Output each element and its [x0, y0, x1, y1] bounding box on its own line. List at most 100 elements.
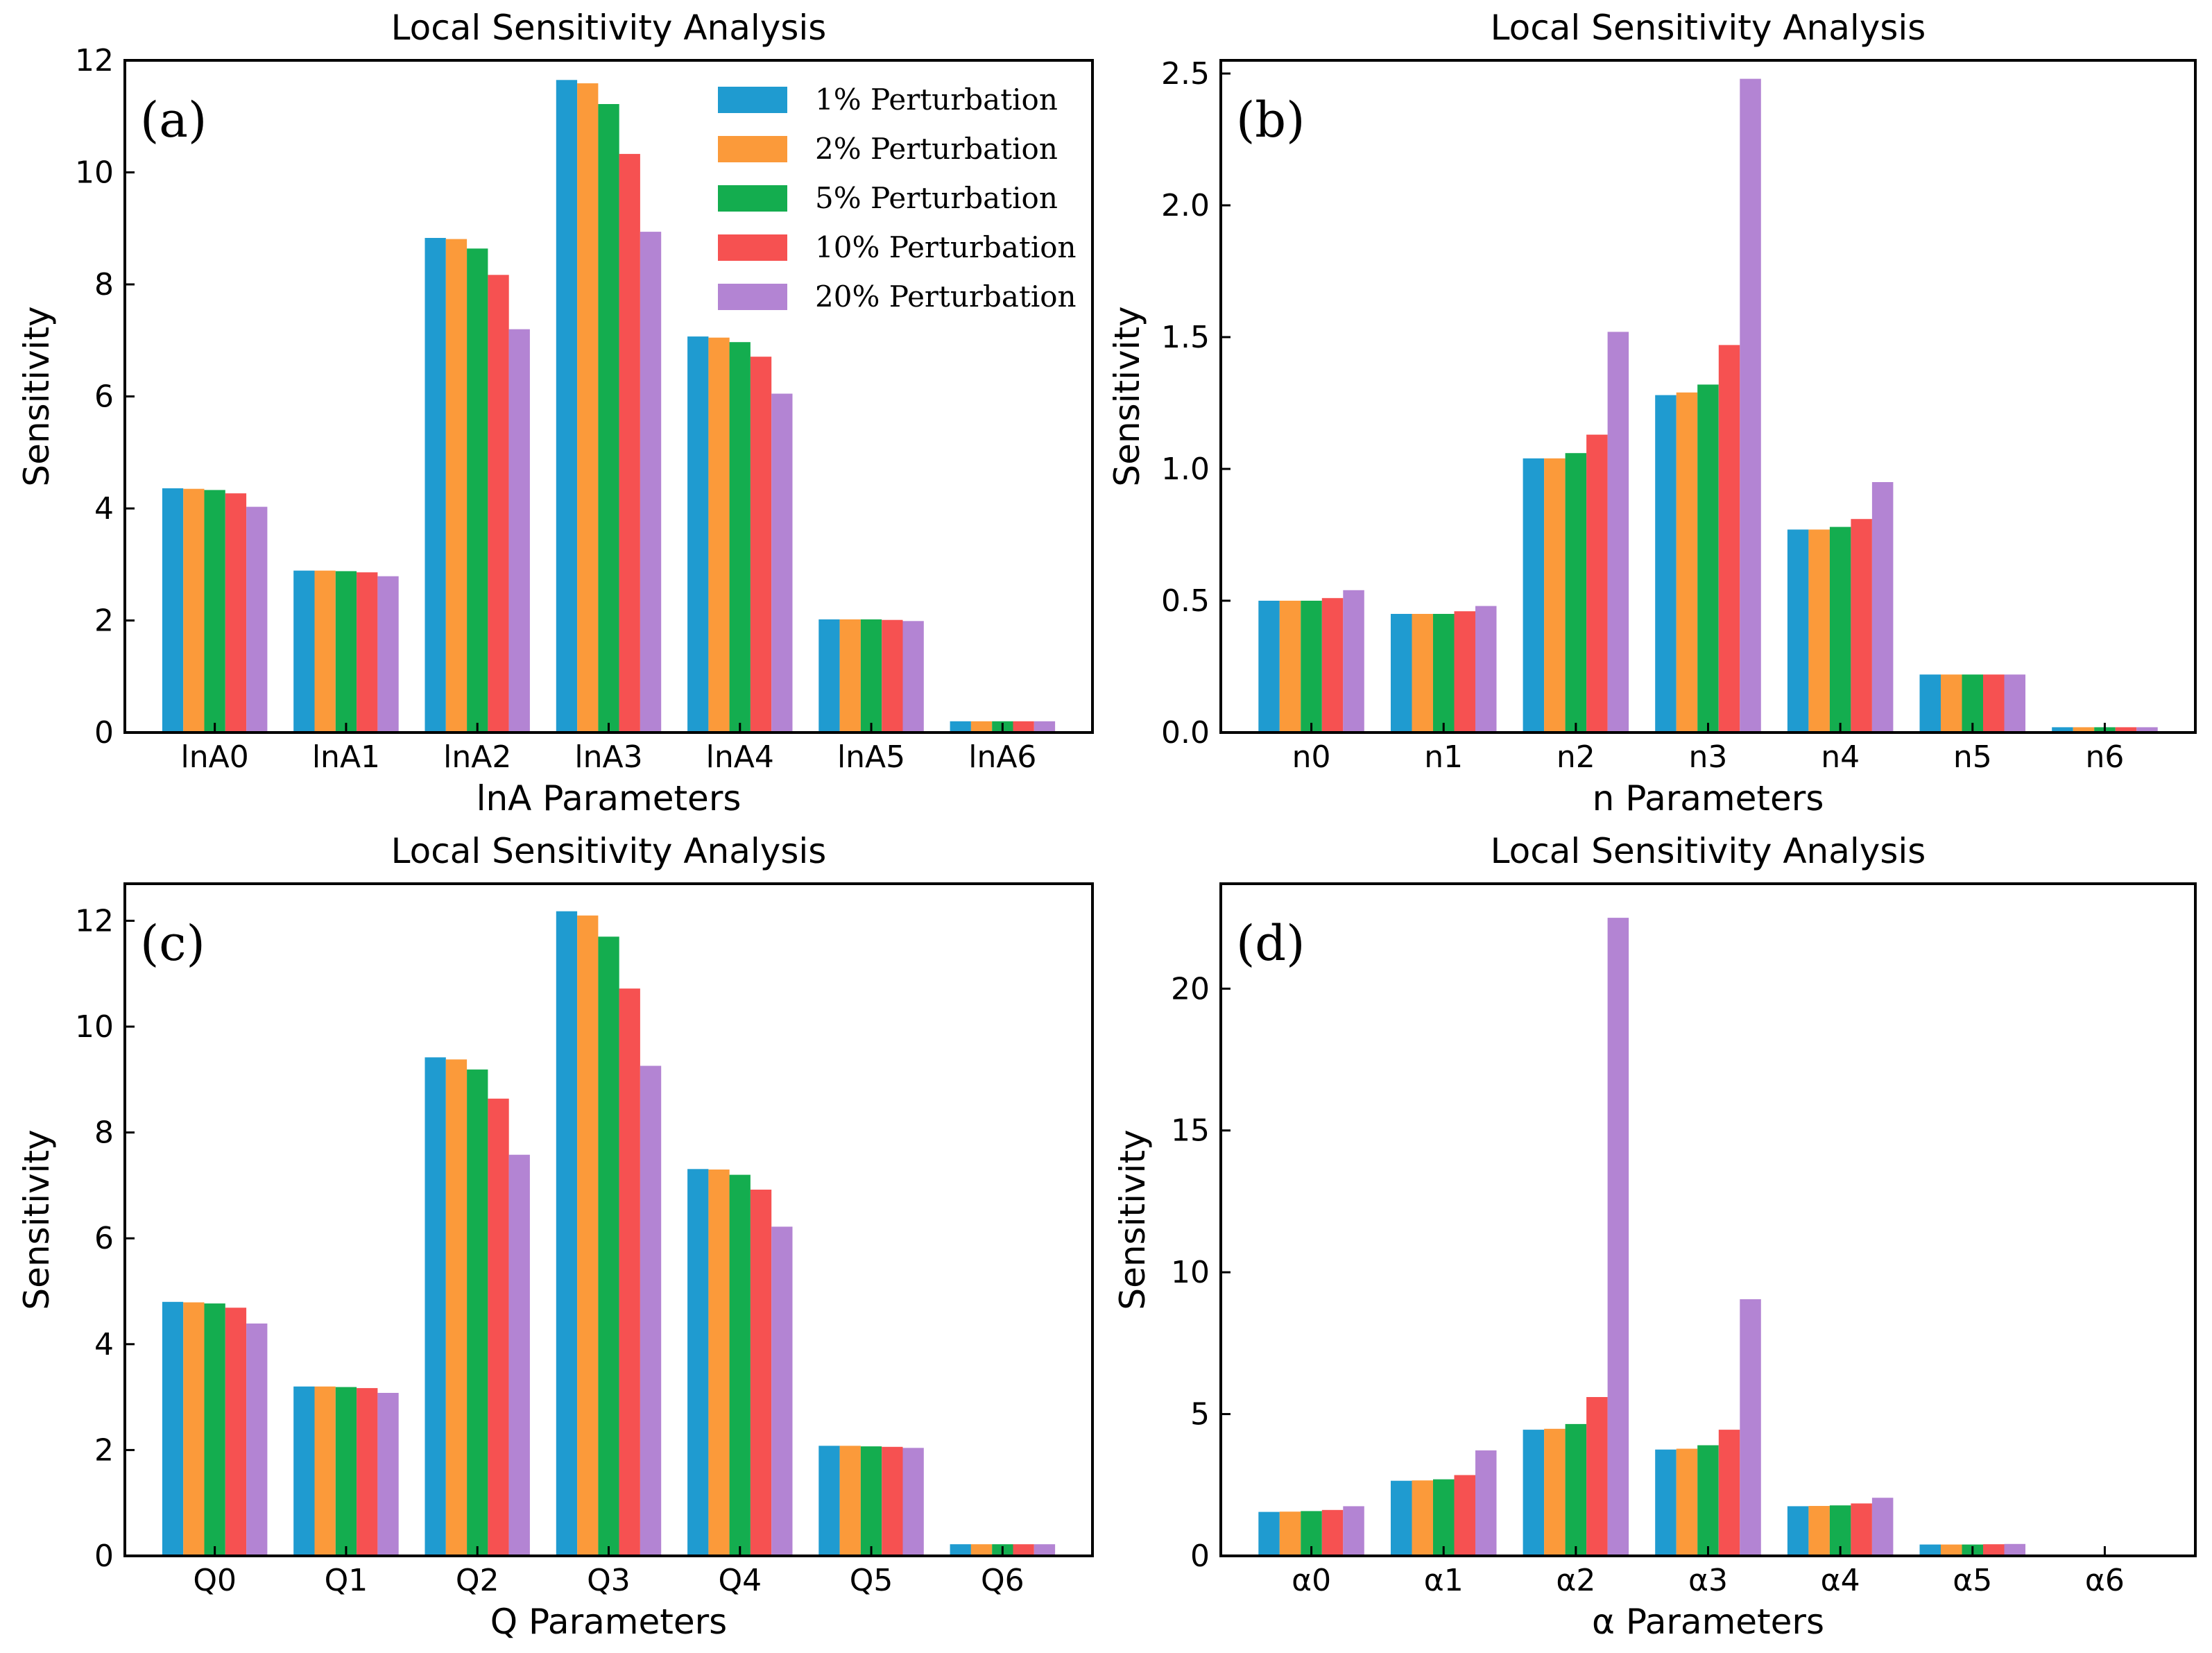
bar-Q3-p20: [640, 1065, 662, 1556]
bar-n4-p5: [1829, 526, 1851, 733]
bar-lnA1-p10: [357, 572, 378, 733]
bar-n5-p20: [2004, 674, 2025, 733]
x-tick-label: lnA2: [443, 739, 511, 775]
x-tick-label: α1: [1424, 1563, 1464, 1598]
x-tick-label: lnA1: [312, 739, 380, 775]
bar-Q6-p20: [1034, 1544, 1056, 1556]
x-tick-label: Q6: [981, 1563, 1024, 1598]
bar-Q6-p2: [970, 1544, 993, 1556]
y-tick-label: 2.0: [1161, 188, 1210, 223]
bar-α1-p2: [1412, 1480, 1433, 1556]
bar-lnA1-p20: [377, 576, 399, 733]
x-tick-label: α2: [1556, 1563, 1595, 1598]
bar-α4-p2: [1808, 1506, 1830, 1556]
legend-label: 20% Perturbation: [815, 280, 1077, 314]
y-tick-label: 5: [1190, 1397, 1210, 1432]
bar-Q0-p20: [246, 1324, 268, 1556]
y-tick-label: 2: [94, 1432, 114, 1468]
bar-α5-p20: [2004, 1543, 2025, 1556]
bar-n1-p1: [1391, 614, 1412, 733]
x-tick-label: α6: [2085, 1563, 2125, 1598]
bar-lnA0-p5: [204, 490, 225, 733]
x-tick-label: n2: [1557, 739, 1595, 775]
legend-swatch-p1: [718, 87, 787, 113]
x-axis-label: lnA Parameters: [477, 778, 741, 819]
bar-lnA1-p5: [335, 571, 357, 733]
bar-n5-p1: [1919, 674, 1941, 733]
bar-α0-p1: [1258, 1511, 1280, 1556]
y-tick-label: 15: [1171, 1113, 1210, 1149]
bar-n0-p20: [1343, 590, 1364, 733]
bar-lnA6-p1: [950, 721, 971, 733]
x-tick-label: n1: [1424, 739, 1463, 775]
chart-title: Local Sensitivity Analysis: [391, 8, 827, 48]
bar-α3-p1: [1655, 1449, 1677, 1556]
y-tick-label: 8: [94, 1115, 114, 1151]
bar-α3-p5: [1697, 1445, 1719, 1556]
y-axis-label: Sensitivity: [17, 306, 57, 486]
bar-Q4-p20: [771, 1226, 793, 1556]
bar-lnA1-p2: [314, 570, 336, 733]
bar-α2-p5: [1565, 1423, 1587, 1556]
x-axis-label: n Parameters: [1593, 778, 1824, 819]
bar-Q5-p20: [902, 1448, 924, 1556]
bar-Q3-p5: [598, 936, 619, 1556]
bar-α5-p10: [1983, 1544, 2005, 1556]
bar-n5-p10: [1983, 674, 2005, 733]
bar-lnA3-p2: [577, 83, 599, 733]
bar-α3-p20: [1740, 1299, 1761, 1556]
bar-Q1-p1: [293, 1386, 315, 1556]
bar-n3-p5: [1697, 384, 1719, 733]
bar-α2-p1: [1523, 1430, 1545, 1556]
y-axis-label: Sensitivity: [1113, 1129, 1153, 1310]
x-tick-label: n6: [2085, 739, 2124, 775]
bar-n4-p2: [1808, 529, 1830, 733]
legend-label: 10% Perturbation: [815, 230, 1077, 264]
chart-title: Local Sensitivity Analysis: [391, 831, 827, 871]
y-tick-label: 0.5: [1161, 583, 1210, 619]
bar-Q5-p5: [860, 1446, 882, 1556]
x-tick-label: lnA3: [574, 739, 642, 775]
bar-Q4-p2: [708, 1170, 730, 1556]
panel-c: 0 2 4 6 8 10 12 Q0 Q1 Q2 Q3 Q4 Q5 Q6 Local Sensitivity…: [17, 831, 1094, 1642]
bar-lnA4-p5: [729, 342, 751, 733]
bar-α1-p20: [1475, 1450, 1497, 1556]
x-tick-label: lnA4: [706, 739, 774, 775]
y-tick-label: 0: [94, 1539, 114, 1574]
y-tick-label: 8: [94, 267, 114, 302]
bar-n6-p20: [2136, 727, 2158, 733]
bar-n3-p2: [1676, 392, 1698, 733]
bar-lnA0-p2: [183, 488, 205, 733]
x-tick-label: α5: [1953, 1563, 1992, 1598]
bar-Q6-p10: [1013, 1544, 1034, 1556]
legend-swatch-p20: [718, 284, 787, 310]
bar-α3-p10: [1718, 1430, 1740, 1556]
bar-n2-p1: [1523, 458, 1545, 733]
bar-lnA2-p1: [425, 238, 446, 733]
x-tick-label: α0: [1292, 1563, 1331, 1598]
y-tick-label: 12: [75, 903, 114, 939]
y-tick-label: 6: [94, 379, 114, 415]
bar-n4-p1: [1787, 529, 1809, 733]
legend: 1% Perturbation 2% Perturbation 5% Perturb…: [718, 83, 1077, 314]
y-tick-label: 12: [75, 43, 114, 78]
bar-lnA3-p5: [598, 104, 619, 733]
x-tick-label: lnA5: [837, 739, 905, 775]
bar-α1-p10: [1454, 1475, 1475, 1556]
bar-lnA0-p20: [246, 506, 268, 733]
y-tick-label: 0: [94, 715, 114, 751]
bar-α4-p1: [1787, 1506, 1809, 1556]
y-tick-label: 1.0: [1161, 452, 1210, 487]
bar-lnA5-p2: [839, 619, 861, 733]
x-tick-label: lnA0: [181, 739, 249, 775]
y-tick-label: 4: [94, 491, 114, 526]
legend-swatch-p2: [718, 136, 787, 162]
bar-Q6-p1: [950, 1544, 971, 1556]
bar-lnA0-p10: [225, 493, 247, 733]
chart-title: Local Sensitivity Analysis: [1491, 831, 1926, 871]
bar-α2-p20: [1607, 918, 1629, 1556]
bar-Q1-p20: [377, 1393, 399, 1556]
bar-n0-p1: [1258, 601, 1280, 733]
legend-label: 1% Perturbation: [815, 83, 1058, 117]
bar-lnA4-p2: [708, 337, 730, 733]
